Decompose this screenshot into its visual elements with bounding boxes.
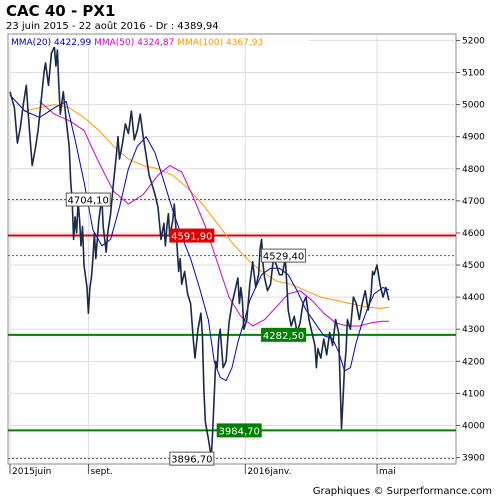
x-tick-label: 2015juin bbox=[12, 467, 51, 477]
plot-frame bbox=[7, 33, 457, 465]
level-label: 4282,50 bbox=[263, 331, 304, 342]
y-tick-label: 4000 bbox=[462, 421, 485, 431]
y-tick-label: 4600 bbox=[462, 229, 485, 239]
legend-entry: MMA(20) 4422,99 bbox=[11, 38, 92, 48]
level-label-box bbox=[169, 228, 215, 243]
level-label: 4591,90 bbox=[171, 232, 212, 243]
levels bbox=[8, 199, 456, 460]
y-tick-label: 3900 bbox=[462, 454, 485, 464]
y-tick-label: 4100 bbox=[462, 389, 485, 399]
legend-background bbox=[9, 35, 309, 47]
footer-credit: Graphiques © Surperformance.com bbox=[312, 486, 492, 497]
price-line bbox=[9, 46, 390, 459]
series-lines bbox=[9, 46, 390, 459]
legend-text: MMA(20) 4422,99 MMA(50) 4324,87 MMA(100)… bbox=[11, 38, 263, 48]
chart-title: CAC 40 - PX1 bbox=[6, 2, 116, 20]
level-label-box bbox=[65, 192, 111, 207]
ma20-line bbox=[9, 94, 390, 382]
ma50-line bbox=[39, 101, 389, 327]
x-tick-label: 2016janv. bbox=[247, 467, 291, 477]
level-labels: 4704,10 4591,90 4529,40 4282,50 3984,70 3896,… bbox=[65, 192, 307, 466]
legend-entry: MMA(50) 4324,87 bbox=[91, 38, 174, 48]
y-tick-label: 4900 bbox=[462, 133, 485, 143]
y-axis: 3900 4000 4100 4200 4300 4400 4500 4600 4700 4800… bbox=[456, 36, 485, 464]
level-label: 3896,70 bbox=[171, 455, 212, 466]
y-tick-label: 4200 bbox=[462, 357, 485, 367]
y-tick-label: 4700 bbox=[462, 197, 485, 207]
level-label-box bbox=[169, 451, 215, 466]
level-label-box bbox=[261, 248, 307, 263]
x-tick-label: sept. bbox=[90, 467, 112, 477]
level-label-box bbox=[261, 327, 307, 342]
y-tick-label: 5000 bbox=[462, 101, 485, 111]
y-tick-label: 4800 bbox=[462, 165, 485, 175]
y-tick-label: 4400 bbox=[462, 293, 485, 303]
legend: MMA(20) 4422,99 MMA(50) 4324,87 MMA(100)… bbox=[9, 35, 309, 48]
x-tick-label: mai bbox=[379, 467, 396, 477]
y-tick-label: 5200 bbox=[462, 36, 485, 46]
x-axis: 2015juin sept. 2016janv. mai bbox=[9, 464, 396, 477]
chart-subtitle: 23 juin 2015 - 22 août 2016 - Dr : 4389,… bbox=[6, 21, 219, 32]
level-label: 4529,40 bbox=[263, 252, 304, 263]
ma100-line bbox=[24, 104, 389, 309]
level-label-box bbox=[216, 423, 262, 438]
y-tick-label: 5100 bbox=[462, 69, 485, 79]
y-tick-label: 4500 bbox=[462, 261, 485, 271]
level-label: 4704,10 bbox=[68, 196, 109, 207]
level-label: 3984,70 bbox=[219, 426, 260, 437]
y-tick-label: 4300 bbox=[462, 325, 485, 335]
legend-entry: MMA(100) 4367,93 bbox=[174, 38, 263, 48]
